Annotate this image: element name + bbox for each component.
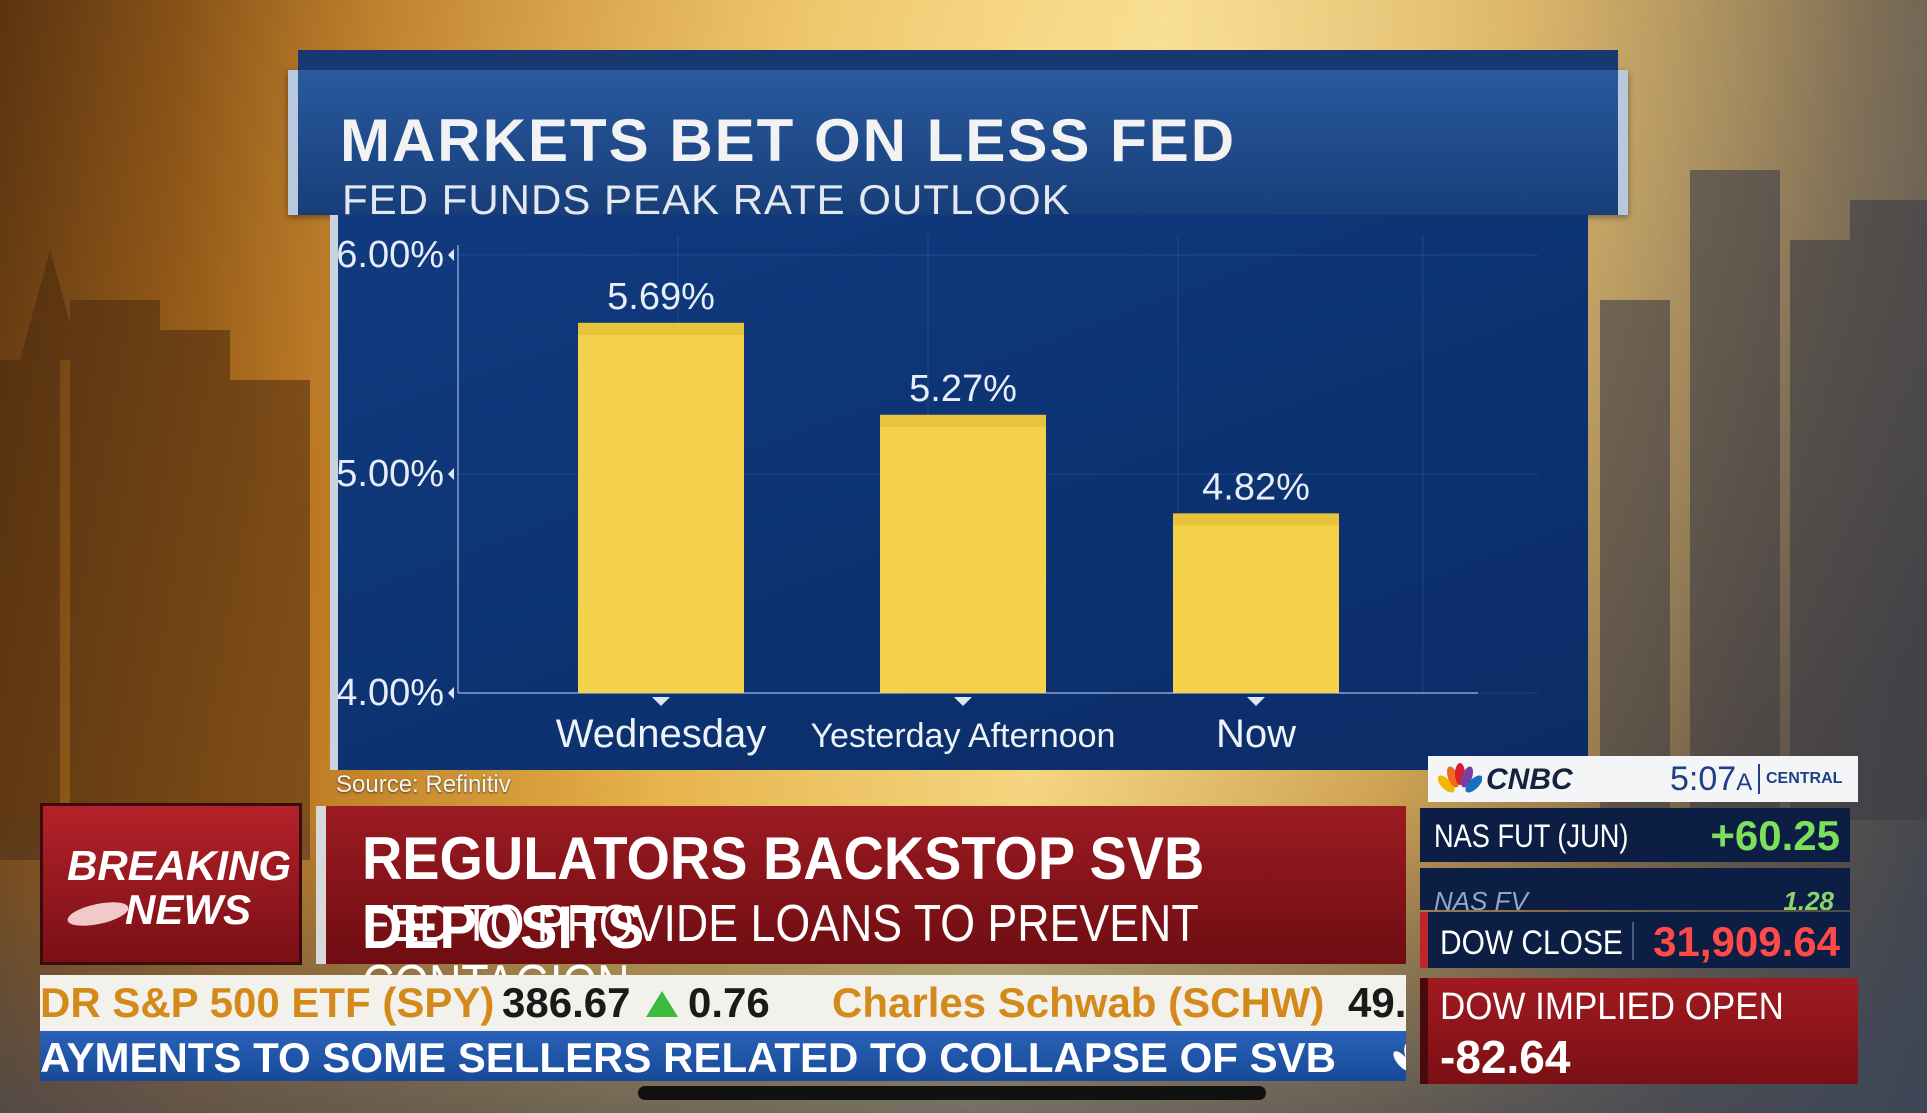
bar-top-bevel: [578, 322, 744, 335]
dow-implied-value: -82.64: [1440, 1031, 1571, 1083]
cnbc-header: CNBC 5:07A CENTRAL: [1428, 756, 1858, 802]
nas-futures-row: NAS FUT (JUN) +60.25: [1420, 808, 1850, 862]
headline-box: REGULATORS BACKSTOP SVB DEPOSITS FED TO …: [316, 806, 1406, 1013]
y-tick-label: 6.00%: [338, 234, 444, 276]
ticker-change: 0.76: [688, 979, 770, 1026]
chart-title-bar: MARKETS BET ON LESS FED FED FUNDS PEAK R…: [288, 50, 1628, 223]
cnbc-logo-text: CNBC: [1486, 763, 1573, 796]
breaking-label: BREAKING: [67, 842, 292, 889]
dow-close-label: DOW CLOSE: [1440, 924, 1623, 962]
x-tick-marker: [1247, 697, 1265, 706]
bar-top-bevel: [1173, 513, 1339, 526]
cnbc-peacock-icon: [1438, 763, 1482, 793]
dow-close-value: 31,909.64: [1653, 918, 1840, 965]
breaking-news-badge: BREAKING NEWS: [40, 803, 302, 965]
plot-area: 4.00% 5.00% 6.00% 5.69% Wednesday 5.27% Yester…: [330, 215, 1588, 770]
clock: 5:07A: [1670, 760, 1752, 799]
stock-ticker: DR S&P 500 ETF (SPY) 386.67 0.76 Charles…: [40, 975, 1406, 1031]
up-triangle-icon: [646, 991, 678, 1017]
y-tick-marker: [448, 468, 454, 480]
bar-chart: 4.00% 5.00% 6.00% 5.69% Wednesday 5.27% Yester…: [338, 234, 1538, 756]
chart-panel: MARKETS BET ON LESS FED FED FUNDS PEAK R…: [288, 50, 1628, 770]
time-zone: CENTRAL: [1766, 770, 1843, 787]
swoosh-icon: [65, 897, 131, 931]
y-tick-label: 4.00%: [338, 672, 444, 714]
bar-top-bevel: [880, 414, 1046, 427]
y-tick-marker: [448, 687, 454, 699]
chart-title: MARKETS BET ON LESS FED: [340, 107, 1237, 174]
dow-implied-open-box: DOW IMPLIED OPEN -82.64: [1420, 978, 1858, 1084]
clock-ampm: A: [1736, 769, 1753, 796]
news-crawl-text: AYMENTS TO SOME SELLERS RELATED TO COLLA…: [40, 1034, 1336, 1081]
ticker-price: 386.67: [502, 979, 631, 1026]
dow-separator: [1632, 922, 1634, 960]
bar: [880, 414, 1046, 693]
dow-close-row: DOW CLOSE 31,909.64: [1420, 912, 1850, 968]
nas-fv-label: NAS FV: [1434, 886, 1528, 910]
nas-fv-value: 1.28: [1783, 886, 1834, 910]
ticker-next-price: 49.: [1348, 979, 1406, 1026]
title-top-line: [298, 50, 1618, 70]
x-tick-label: Wednesday: [556, 712, 767, 756]
headline-main: REGULATORS BACKSTOP SVB DEPOSITS: [362, 825, 1205, 961]
data-label: 4.82%: [1202, 466, 1310, 508]
data-label: 5.27%: [909, 368, 1017, 410]
clock-time: 5:07: [1670, 760, 1737, 798]
data-label: 5.69%: [607, 276, 715, 318]
bar: [1173, 513, 1339, 693]
peacock-icon: [1393, 1043, 1406, 1071]
y-tick-marker: [448, 249, 454, 261]
ticker-symbol: DR S&P 500 ETF (SPY): [40, 979, 495, 1026]
x-tick-marker: [652, 697, 670, 706]
nas-futures-value: +60.25: [1710, 812, 1840, 859]
x-tick-label: Yesterday Afternoon: [811, 717, 1116, 755]
nas-futures-label: NAS FUT (JUN): [1434, 818, 1629, 854]
clock-separator: [1758, 764, 1760, 794]
nas-fv-row: NAS FV 1.28: [1420, 868, 1850, 910]
x-tick-label: Now: [1216, 712, 1296, 756]
y-tick-label: 5.00%: [338, 453, 444, 495]
bar: [578, 322, 744, 693]
news-crawl: AYMENTS TO SOME SELLERS RELATED TO COLLA…: [40, 1031, 1406, 1081]
home-indicator: [638, 1086, 1266, 1100]
news-label: NEWS: [125, 886, 251, 933]
dow-implied-label: DOW IMPLIED OPEN: [1440, 986, 1784, 1028]
chart-source: Source: Refinitiv: [336, 771, 511, 798]
x-tick-marker: [954, 697, 972, 706]
ticker-next-symbol: Charles Schwab (SCHW): [832, 979, 1325, 1026]
